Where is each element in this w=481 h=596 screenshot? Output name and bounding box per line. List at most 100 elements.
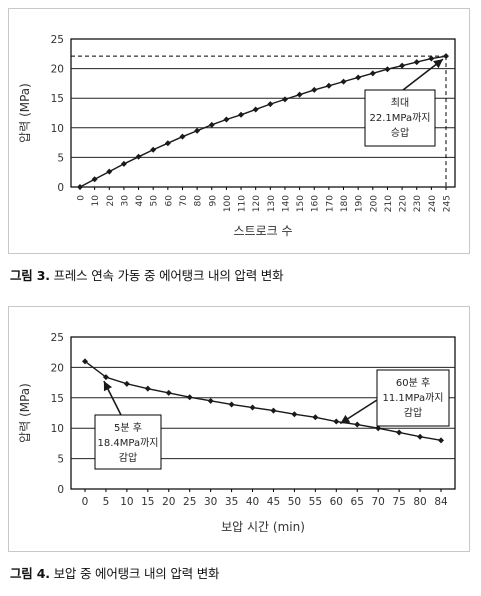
chart1-y-axis-title: 압력 (MPa) bbox=[18, 83, 32, 143]
chart1-y-tick-label: 15 bbox=[51, 93, 64, 105]
chart2-data-point bbox=[375, 425, 382, 432]
chart2-x-tick-label: 30 bbox=[204, 496, 217, 508]
chart-panel-pressure-holding: 0 5 10 15 20 25 0 5 10 15 20 25 30 35 40 45 50 55 60 65 70 75… bbox=[8, 306, 470, 552]
chart1-x-tick-label: 160 bbox=[311, 195, 321, 212]
chart2-data-point bbox=[417, 433, 424, 440]
chart1-x-tick-label: 90 bbox=[208, 195, 218, 207]
chart2-annotation-text: 감압 bbox=[404, 406, 422, 419]
chart2-annotation-text: 감압 bbox=[119, 451, 137, 464]
chart2-annotation-text: 5분 후 bbox=[114, 422, 142, 434]
chart1-data-point bbox=[164, 140, 171, 147]
chart2-x-tick-label: 84 bbox=[434, 496, 448, 508]
chart2-data-point bbox=[312, 414, 319, 421]
chart2-annotation-text: 11.1MPa까지 bbox=[382, 392, 443, 404]
chart1-x-tick-label: 0 bbox=[77, 195, 87, 201]
chart1-data-point bbox=[413, 59, 420, 66]
chart1-annotation-box bbox=[364, 89, 436, 147]
chart1-x-tick-label: 220 bbox=[399, 195, 409, 212]
chart1-y-tick-label: 20 bbox=[51, 64, 64, 76]
chart1-annotation-text: 승압 bbox=[391, 126, 409, 139]
chart1-x-tick-label: 170 bbox=[325, 195, 335, 212]
chart1-data-point bbox=[384, 66, 391, 73]
chart2-y-tick-label: 5 bbox=[57, 454, 64, 466]
chart1-data-point bbox=[194, 127, 201, 134]
chart1-x-tick-label: 10 bbox=[91, 195, 101, 207]
chart2-y-tick-label: 25 bbox=[51, 332, 64, 344]
chart1-data-point bbox=[296, 91, 303, 98]
chart1-data-point bbox=[311, 86, 318, 93]
chart1-x-axis-title: 스트로크 수 bbox=[233, 224, 292, 238]
chart1-x-tick-label: 140 bbox=[281, 195, 291, 212]
chart1-x-tick-label: 230 bbox=[413, 195, 423, 212]
chart1-x-tick-label: 150 bbox=[296, 195, 306, 212]
chart2-annotation-box bbox=[94, 414, 162, 470]
chart1-series-line bbox=[79, 55, 447, 188]
chart2-data-point bbox=[249, 404, 256, 411]
chart1-x-tick-label: 245 bbox=[443, 195, 453, 212]
chart2-data-point bbox=[354, 421, 361, 428]
chart2-data-point bbox=[144, 385, 151, 392]
chart2-x-tick-label: 15 bbox=[141, 496, 154, 508]
chart2-annotation-arrow-head bbox=[340, 414, 351, 424]
chart2-annotation-box bbox=[376, 369, 450, 427]
chart1-data-point bbox=[135, 153, 142, 160]
chart1-y-tick-label: 5 bbox=[57, 152, 64, 164]
chart2-annotation-text: 60분 후 bbox=[396, 377, 430, 389]
chart2-y-axis-title: 압력 (MPa) bbox=[18, 383, 32, 443]
chart1-data-point bbox=[150, 146, 157, 153]
pressure-vs-strokes-chart: 0 5 10 15 20 25 0 10 20 30 40 50 60 70 80 90 100 110 120 13… bbox=[18, 34, 456, 238]
chart2-x-tick-label: 25 bbox=[183, 496, 196, 508]
chart2-annotation-text: 18.4MPa까지 bbox=[97, 437, 158, 449]
chart2-x-axis-title: 보압 시간 (min) bbox=[221, 520, 305, 534]
chart2-data-point bbox=[186, 394, 193, 401]
chart1-x-tick-label: 30 bbox=[120, 195, 130, 207]
chart1-x-tick-label: 70 bbox=[179, 195, 189, 207]
chart1-y-tick-label: 0 bbox=[57, 182, 64, 194]
chart1-x-tick-label: 180 bbox=[340, 195, 350, 212]
chart2-data-point bbox=[102, 374, 109, 381]
chart1-data-point bbox=[91, 176, 98, 183]
chart2-data-point bbox=[333, 418, 340, 425]
chart1-x-tick-label: 190 bbox=[355, 195, 365, 212]
chart2-x-tick-label: 80 bbox=[413, 496, 426, 508]
chart1-x-tick-label: 50 bbox=[150, 195, 160, 207]
chart1-data-point bbox=[77, 184, 83, 190]
chart1-data-point bbox=[340, 78, 347, 85]
chart2-y-tick-label: 0 bbox=[57, 484, 64, 496]
chart2-x-tick-label: 65 bbox=[351, 496, 364, 508]
chart1-data-point bbox=[443, 53, 449, 60]
chart1-annotation-arrow-head bbox=[433, 59, 443, 69]
chart1-x-tick-label: 120 bbox=[252, 195, 262, 212]
chart2-data-point bbox=[82, 358, 88, 365]
chart2-data-point bbox=[438, 437, 444, 444]
chart1-data-point bbox=[355, 74, 362, 81]
chart1-x-tick-label: 130 bbox=[267, 195, 277, 212]
chart1-x-tick-label: 100 bbox=[223, 195, 233, 212]
chart1-data-point bbox=[281, 96, 288, 103]
chart1-x-tick-label: 80 bbox=[194, 195, 204, 207]
chart1-x-tick-label: 40 bbox=[135, 195, 145, 207]
chart2-x-tick-label: 55 bbox=[309, 496, 322, 508]
chart-panel-pressure-strokes: 0 5 10 15 20 25 0 10 20 30 40 50 60 70 80 90 100 110 120 13… bbox=[8, 8, 470, 254]
chart2-x-tick-label: 50 bbox=[288, 496, 301, 508]
chart1-data-point bbox=[120, 160, 127, 167]
chart1-data-point bbox=[267, 101, 274, 108]
chart1-x-tick-label: 60 bbox=[164, 195, 174, 207]
chart2-x-tick-label: 40 bbox=[246, 496, 259, 508]
chart2-data-point bbox=[291, 411, 298, 418]
figure-caption-3-label: 그림 3. bbox=[10, 268, 50, 283]
chart1-annotation-text: 최대 bbox=[391, 97, 409, 109]
chart2-x-tick-label: 20 bbox=[162, 496, 175, 508]
chart2-series-line bbox=[84, 360, 442, 442]
chart2-x-tick-label: 0 bbox=[82, 496, 89, 508]
chart2-data-point bbox=[396, 429, 403, 436]
figure-caption-4-label: 그림 4. bbox=[10, 566, 50, 581]
chart1-x-tick-label: 210 bbox=[384, 195, 394, 212]
chart1-data-point bbox=[252, 106, 259, 113]
chart1-y-tick-label: 10 bbox=[51, 123, 64, 135]
chart1-data-point bbox=[428, 55, 435, 62]
chart2-data-point bbox=[270, 407, 277, 414]
chart1-data-point bbox=[223, 116, 230, 123]
chart2-data-point bbox=[207, 397, 214, 404]
figure-caption-3: 그림 3. 프레스 연속 가동 중 에어탱크 내의 압력 변화 bbox=[10, 265, 284, 284]
